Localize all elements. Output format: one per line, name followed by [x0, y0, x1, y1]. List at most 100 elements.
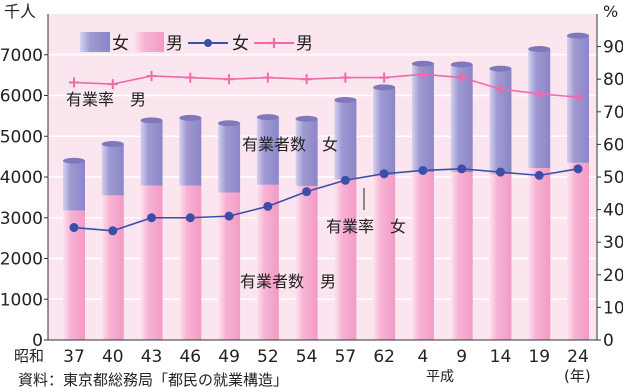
- point-male-rate-57: [340, 72, 351, 83]
- bar-male-4: [411, 172, 434, 340]
- bar-female-9: [450, 64, 473, 173]
- bar-cap-54: [295, 115, 318, 122]
- bar-female-43: [140, 120, 163, 186]
- right-tick-label-9: 90: [603, 38, 623, 58]
- bar-male-24: [567, 162, 589, 340]
- point-female-rate-9: [457, 164, 467, 174]
- bar-cap-9: [450, 61, 473, 68]
- left-tick-label-7: 7000: [0, 46, 43, 66]
- x-tick-label-14: 14: [490, 347, 512, 367]
- bar-female-52: [256, 117, 279, 185]
- right-axis-unit: %: [603, 2, 618, 21]
- left-tick-label-4: 4000: [0, 168, 43, 188]
- x-tick-label-49: 49: [218, 347, 240, 367]
- point-female-rate-46: [185, 213, 195, 223]
- annotation-male-rate: 有業率 男: [66, 90, 146, 109]
- left-tick-label-5: 5000: [0, 127, 43, 147]
- line-male-rate: [73, 73, 579, 98]
- bar-male-43: [140, 185, 163, 340]
- point-male-rate-19: [534, 88, 545, 99]
- bar-female-62: [373, 87, 396, 175]
- point-female-rate-62: [379, 169, 389, 179]
- legend-male-line-label: 男: [296, 34, 313, 54]
- bar-female-54: [295, 118, 318, 186]
- bar-male-40: [101, 195, 124, 340]
- bar-cap-43: [140, 117, 163, 124]
- bar-cap-40: [101, 140, 124, 147]
- bar-cap-37: [63, 157, 85, 164]
- point-male-rate-43: [146, 70, 157, 81]
- bar-cap-49: [218, 120, 241, 127]
- era-label-heisei: 平成: [426, 369, 454, 385]
- x-tick-label-46: 46: [179, 347, 201, 367]
- legend: 女 男 女 男: [80, 32, 313, 54]
- bars-layer: [63, 32, 589, 340]
- annotation-female-rate: 有業率 女: [326, 217, 406, 236]
- left-tick-label-6: 6000: [0, 87, 43, 107]
- right-tick-label-2: 20: [603, 266, 623, 286]
- bar-cap-57: [334, 96, 357, 103]
- point-male-rate-4: [417, 69, 428, 80]
- lines-layer: [69, 69, 583, 236]
- line-female-rate: [73, 168, 579, 232]
- bar-cap-4: [411, 60, 434, 67]
- legend-male-bar-label: 男: [166, 34, 183, 54]
- point-female-rate-40: [108, 226, 118, 236]
- point-male-rate-54: [301, 74, 312, 85]
- right-tick-label-8: 80: [603, 70, 623, 90]
- bar-male-46: [179, 185, 202, 340]
- x-tick-label-40: 40: [102, 347, 124, 367]
- bar-male-37: [63, 210, 85, 340]
- point-male-rate-49: [224, 74, 235, 85]
- x-tick-label-37: 37: [63, 347, 85, 367]
- bar-male-54: [295, 185, 318, 340]
- x-tick-label-54: 54: [296, 347, 318, 367]
- bar-female-37: [63, 160, 85, 211]
- bar-male-62: [373, 174, 396, 340]
- right-tick-label-5: 50: [603, 168, 623, 188]
- legend-female-line-label: 女: [232, 34, 249, 54]
- point-female-rate-49: [224, 211, 234, 221]
- left-tick-label-0: 0: [32, 331, 43, 351]
- x-tick-label-52: 52: [257, 347, 279, 367]
- bar-male-57: [334, 179, 357, 340]
- bar-male-14: [489, 174, 512, 340]
- legend-male-line-marker: [269, 38, 279, 48]
- right-tick-label-1: 10: [603, 298, 623, 318]
- point-male-rate-40: [107, 79, 118, 90]
- point-female-rate-37: [69, 223, 79, 233]
- right-tick-label-7: 70: [603, 103, 623, 123]
- x-axis-unit: (年): [564, 367, 591, 385]
- point-female-rate-24: [573, 164, 583, 174]
- annotation-female-workers: 有業者数 女: [242, 135, 338, 154]
- legend-female-bar-label: 女: [112, 34, 129, 54]
- left-axis-unit: 千人: [4, 2, 36, 21]
- bar-male-49: [218, 192, 241, 340]
- axes-layer: 0 1000 2000 3000 4000 5000 6000 7000 0 10 20 30 40 50…: [0, 14, 623, 367]
- bar-male-19: [528, 168, 551, 340]
- left-tick-label-2: 2000: [0, 250, 43, 270]
- left-tick-label-1: 1000: [0, 290, 43, 310]
- x-tick-label-43: 43: [141, 347, 163, 367]
- x-tick-label-24: 24: [567, 347, 589, 367]
- x-tick-label-19: 19: [528, 347, 550, 367]
- legend-female-line-marker: [204, 39, 212, 47]
- bar-male-52: [256, 184, 279, 340]
- left-tick-label-3: 3000: [0, 209, 43, 229]
- bar-female-46: [179, 117, 202, 186]
- bar-cap-19: [528, 46, 551, 53]
- point-male-rate-37: [69, 77, 79, 88]
- bar-cap-52: [256, 114, 279, 121]
- bar-female-14: [489, 68, 512, 175]
- x-tick-label-57: 57: [335, 347, 357, 367]
- point-female-rate-54: [302, 187, 312, 197]
- point-female-rate-52: [263, 201, 273, 211]
- x-tick-label-4: 4: [418, 347, 429, 367]
- point-male-rate-14: [495, 83, 506, 94]
- right-tick-label-4: 40: [603, 201, 623, 221]
- legend-female-bar-swatch: [80, 32, 110, 52]
- right-tick-label-0: 0: [603, 331, 614, 351]
- point-female-rate-19: [534, 170, 544, 180]
- annotation-male-workers: 有業者数 男: [240, 272, 336, 291]
- right-tick-label-6: 60: [603, 135, 623, 155]
